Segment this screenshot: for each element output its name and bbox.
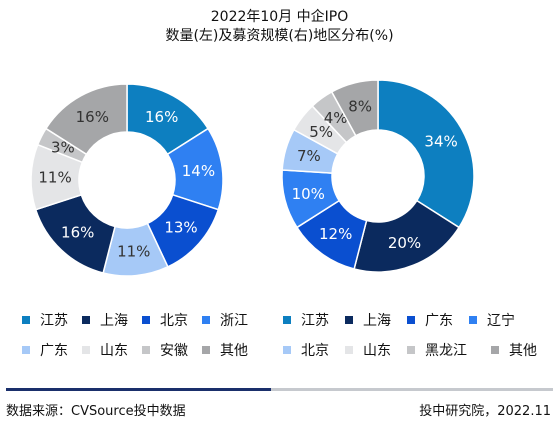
donut2-label-7: 4% [324, 109, 348, 127]
donut1-label-8: 16% [76, 108, 109, 126]
chart-title-line1: 2022年10月 中企IPO [210, 9, 349, 25]
donut1-legend-swatch-6 [82, 346, 90, 354]
donut2-legend-label-8: 其他 [509, 343, 537, 359]
donut1-label-2: 14% [182, 162, 215, 180]
donut1-label-6: 11% [38, 169, 71, 187]
donut1-label-4: 11% [117, 243, 150, 261]
donut1-legend-item-1: 江苏 [22, 310, 68, 330]
donut1-label-3: 13% [164, 219, 197, 237]
donut1-legend-swatch-2 [82, 316, 90, 324]
data-source: 数据来源：CVSource投中数据 [6, 404, 186, 419]
donut2-legend-item-2: 上海 [345, 310, 391, 330]
donut2-legend-swatch-2 [345, 316, 353, 324]
donut2-legend-label-4: 辽宁 [487, 313, 515, 329]
donut2-slice-1 [377, 79, 475, 229]
donut2-legend-item-1: 江苏 [283, 310, 329, 330]
donut2-legend-swatch-7 [407, 346, 415, 354]
chart-title: 2022年10月 中企IPO 数量(左)及募资规模(右)地区分布(%) [0, 8, 559, 46]
left-legend: 江苏 上海 北京 浙江广东 山东 安徽 其他 [22, 310, 282, 370]
donut1-legend-label-7: 安徽 [160, 343, 188, 359]
donut1-slice-8 [44, 83, 128, 156]
footer-divider [6, 388, 553, 391]
donut1-legend-swatch-8 [202, 346, 210, 354]
donut2-legend-item-3: 广东 [407, 310, 453, 330]
donut2-legend-label-7: 黑龙江 [425, 343, 467, 359]
donut2-label-5: 7% [297, 147, 321, 165]
donut2-legend-swatch-3 [407, 316, 415, 324]
donut2-label-4: 10% [292, 185, 325, 203]
donut1-legend-swatch-4 [202, 316, 210, 324]
donut2-legend-swatch-8 [491, 346, 499, 354]
donut1-legend-swatch-7 [142, 346, 150, 354]
donut1-legend-item-2: 上海 [82, 310, 128, 330]
donut2-legend-item-5: 北京 [283, 340, 329, 360]
donut2-label-2: 20% [388, 234, 421, 252]
chart-subtitle: 数量(左)及募资规模(右)地区分布(%) [165, 28, 394, 44]
donut2-slice-8 [330, 79, 379, 137]
donut1-legend-label-5: 广东 [40, 343, 68, 359]
donut2-legend-label-2: 上海 [363, 313, 391, 329]
donut1-label-1: 16% [145, 108, 178, 126]
donut2-label-3: 12% [319, 225, 352, 243]
footer-divider-accent [6, 388, 271, 391]
donut1-legend-item-7: 安徽 [142, 340, 188, 360]
donut1-legend-item-4: 浙江 [202, 310, 248, 330]
donut1-legend-swatch-1 [22, 316, 30, 324]
donut2-legend-swatch-5 [283, 346, 291, 354]
donut2-label-1: 34% [424, 132, 457, 150]
donut1-legend-item-6: 山东 [82, 340, 128, 360]
donut2-legend-label-3: 广东 [425, 313, 453, 329]
report-credit: 投中研究院，2022.11 [419, 404, 551, 419]
donut1-label-5: 16% [61, 223, 94, 241]
donut1-legend-label-4: 浙江 [220, 313, 248, 329]
donut2-label-6: 5% [309, 123, 333, 141]
donut2-legend-swatch-1 [283, 316, 291, 324]
donut2-legend-label-1: 江苏 [301, 313, 329, 329]
donut2-legend-item-7: 黑龙江 [407, 340, 467, 360]
donut1-legend-swatch-3 [142, 316, 150, 324]
donut1-legend-item-3: 北京 [142, 310, 188, 330]
donut2-legend-swatch-6 [345, 346, 353, 354]
right-legend: 江苏 上海 广东 辽宁北京 山东 黑龙江 其他 [283, 310, 543, 370]
donut2-legend-label-5: 北京 [301, 343, 329, 359]
donut2-legend-item-8: 其他 [491, 340, 537, 360]
donut1-legend-item-8: 其他 [202, 340, 248, 360]
donut1-legend-label-1: 江苏 [40, 313, 68, 329]
donut2-legend-item-4: 辽宁 [469, 310, 515, 330]
donut2-label-8: 8% [348, 97, 372, 115]
donut2-legend-item-6: 山东 [345, 340, 391, 360]
donut1-legend-label-8: 其他 [220, 343, 248, 359]
donut2-legend-swatch-4 [469, 316, 477, 324]
donut1-legend-item-5: 广东 [22, 340, 68, 360]
donut1-legend-label-2: 上海 [100, 313, 128, 329]
donut1-legend-label-3: 北京 [160, 313, 188, 329]
donut1-legend-swatch-5 [22, 346, 30, 354]
donut2-legend-label-6: 山东 [363, 343, 391, 359]
donut1-legend-label-6: 山东 [100, 343, 128, 359]
